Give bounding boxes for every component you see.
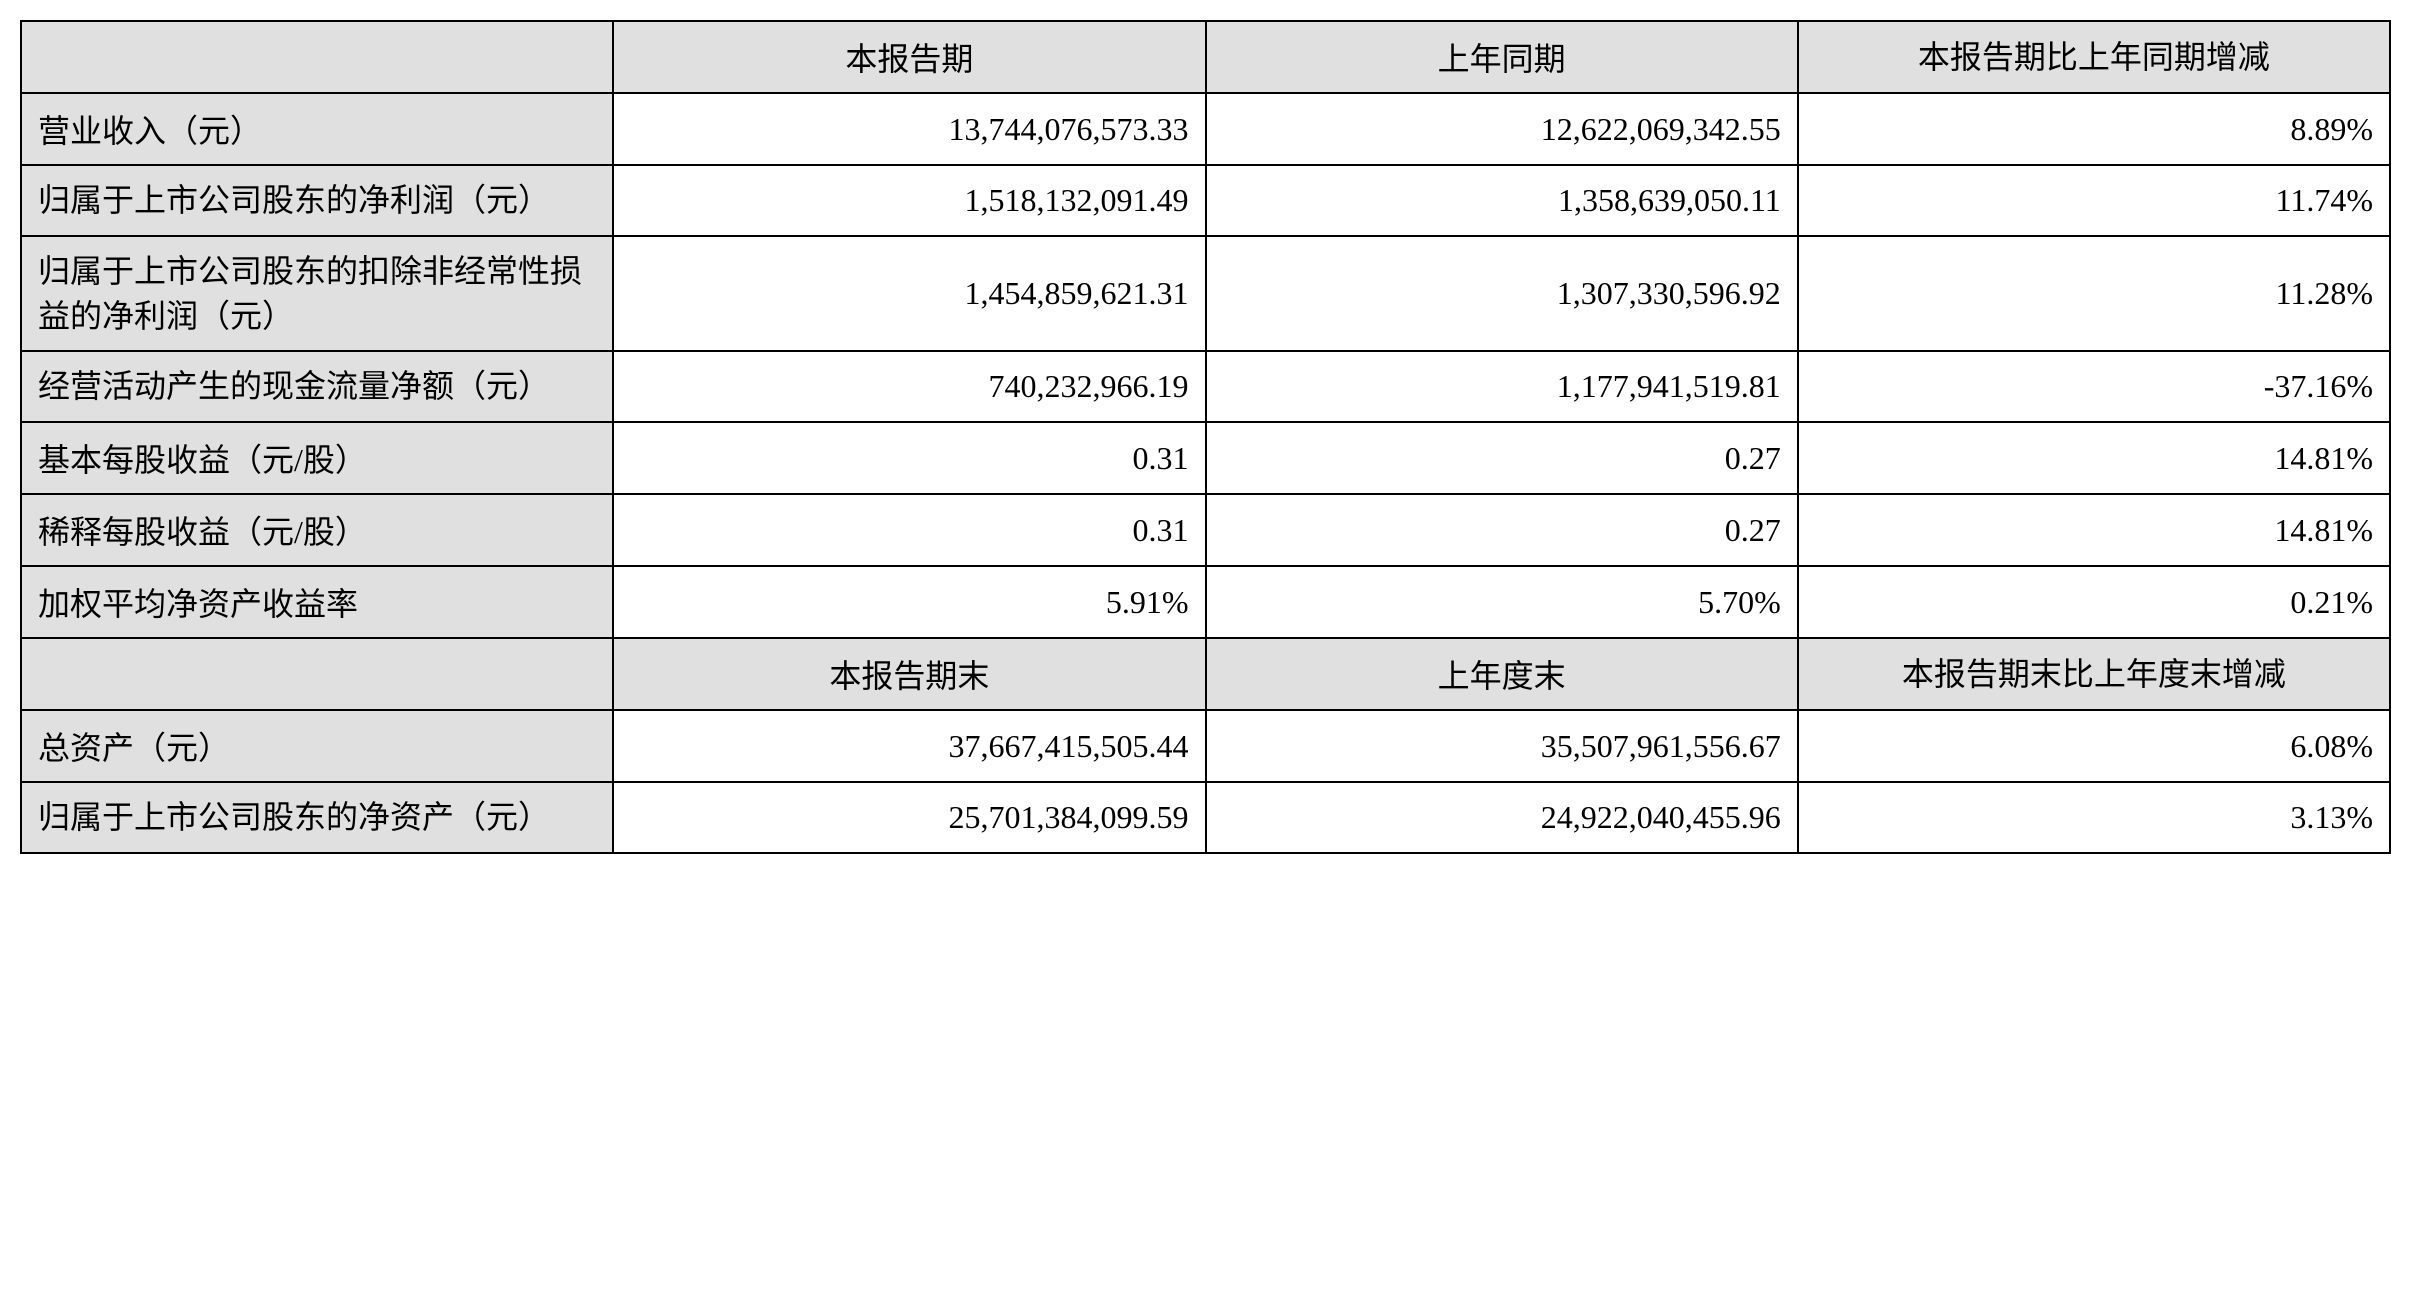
row-value: 5.70% — [1206, 566, 1798, 638]
row-label: 基本每股收益（元/股） — [21, 422, 613, 494]
row-value: 14.81% — [1798, 494, 2390, 566]
table-row: 归属于上市公司股东的净利润（元） 1,518,132,091.49 1,358,… — [21, 165, 2390, 236]
table-row: 基本每股收益（元/股） 0.31 0.27 14.81% — [21, 422, 2390, 494]
row-label: 归属于上市公司股东的净资产（元） — [21, 782, 613, 853]
row-value: 0.27 — [1206, 422, 1798, 494]
header-row-1: 本报告期 上年同期 本报告期比上年同期增减 — [21, 21, 2390, 93]
row-value: 14.81% — [1798, 422, 2390, 494]
row-label: 营业收入（元） — [21, 93, 613, 165]
row-value: 0.27 — [1206, 494, 1798, 566]
row-value: 24,922,040,455.96 — [1206, 782, 1798, 853]
header-prior-year-end: 上年度末 — [1206, 638, 1798, 710]
row-value: -37.16% — [1798, 351, 2390, 422]
row-value: 5.91% — [613, 566, 1205, 638]
row-value: 6.08% — [1798, 710, 2390, 782]
row-label: 稀释每股收益（元/股） — [21, 494, 613, 566]
row-value: 0.31 — [613, 494, 1205, 566]
financial-table: 本报告期 上年同期 本报告期比上年同期增减 营业收入（元） 13,744,076… — [20, 20, 2391, 854]
row-label: 加权平均净资产收益率 — [21, 566, 613, 638]
row-label: 总资产（元） — [21, 710, 613, 782]
header-empty-1 — [21, 21, 613, 93]
row-value: 25,701,384,099.59 — [613, 782, 1205, 853]
row-value: 11.74% — [1798, 165, 2390, 236]
row-value: 0.31 — [613, 422, 1205, 494]
row-value: 35,507,961,556.67 — [1206, 710, 1798, 782]
row-value: 12,622,069,342.55 — [1206, 93, 1798, 165]
header-change: 本报告期比上年同期增减 — [1798, 21, 2390, 93]
table-row: 稀释每股收益（元/股） 0.31 0.27 14.81% — [21, 494, 2390, 566]
header-current-period: 本报告期 — [613, 21, 1205, 93]
row-label: 经营活动产生的现金流量净额（元） — [21, 351, 613, 422]
table-row: 总资产（元） 37,667,415,505.44 35,507,961,556.… — [21, 710, 2390, 782]
table-row: 经营活动产生的现金流量净额（元） 740,232,966.19 1,177,94… — [21, 351, 2390, 422]
table-row: 加权平均净资产收益率 5.91% 5.70% 0.21% — [21, 566, 2390, 638]
row-label: 归属于上市公司股东的扣除非经常性损益的净利润（元） — [21, 236, 613, 352]
header-row-2: 本报告期末 上年度末 本报告期末比上年度末增减 — [21, 638, 2390, 710]
row-value: 740,232,966.19 — [613, 351, 1205, 422]
row-value: 13,744,076,573.33 — [613, 93, 1205, 165]
row-value: 1,518,132,091.49 — [613, 165, 1205, 236]
header-empty-2 — [21, 638, 613, 710]
row-value: 11.28% — [1798, 236, 2390, 352]
row-value: 37,667,415,505.44 — [613, 710, 1205, 782]
row-value: 8.89% — [1798, 93, 2390, 165]
row-value: 3.13% — [1798, 782, 2390, 853]
table-row: 归属于上市公司股东的扣除非经常性损益的净利润（元） 1,454,859,621.… — [21, 236, 2390, 352]
header-change-end: 本报告期末比上年度末增减 — [1798, 638, 2390, 710]
row-label: 归属于上市公司股东的净利润（元） — [21, 165, 613, 236]
row-value: 1,307,330,596.92 — [1206, 236, 1798, 352]
header-prior-period: 上年同期 — [1206, 21, 1798, 93]
header-current-period-end: 本报告期末 — [613, 638, 1205, 710]
table-row: 归属于上市公司股东的净资产（元） 25,701,384,099.59 24,92… — [21, 782, 2390, 853]
table-row: 营业收入（元） 13,744,076,573.33 12,622,069,342… — [21, 93, 2390, 165]
row-value: 1,177,941,519.81 — [1206, 351, 1798, 422]
row-value: 1,358,639,050.11 — [1206, 165, 1798, 236]
row-value: 1,454,859,621.31 — [613, 236, 1205, 352]
row-value: 0.21% — [1798, 566, 2390, 638]
table-body: 本报告期 上年同期 本报告期比上年同期增减 营业收入（元） 13,744,076… — [21, 21, 2390, 853]
